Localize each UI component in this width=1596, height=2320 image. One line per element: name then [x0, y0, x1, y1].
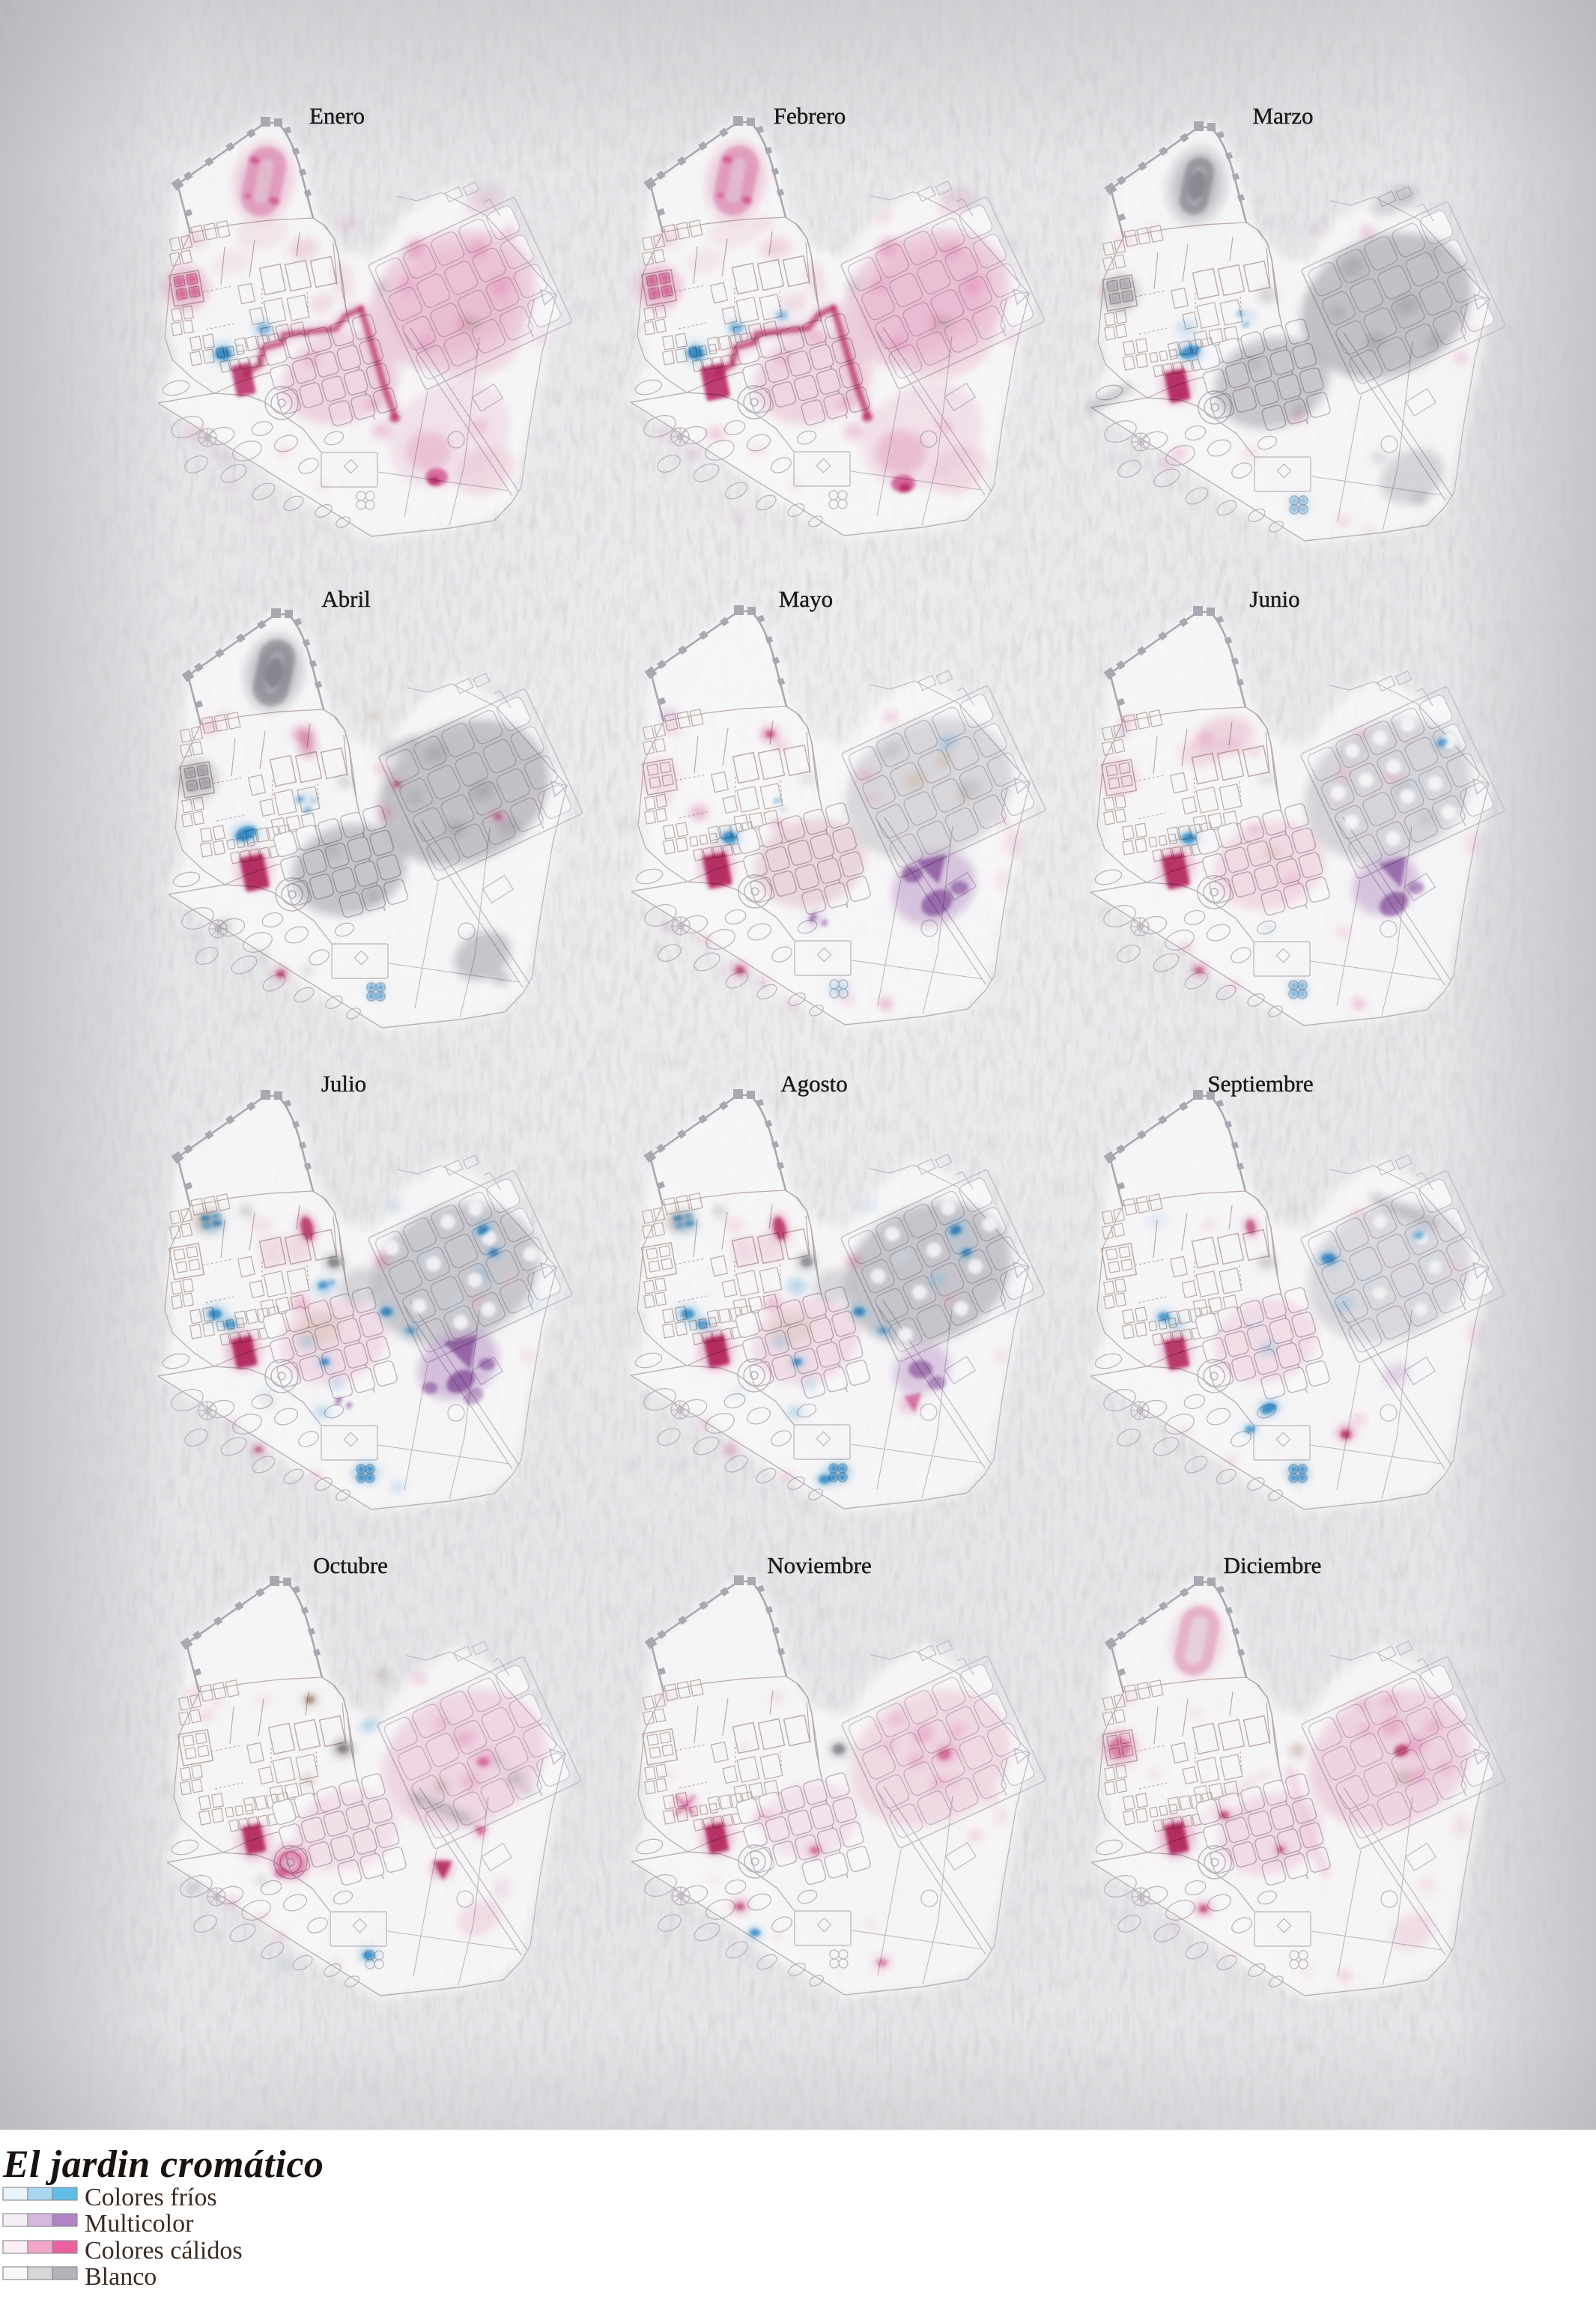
- svg-text:Agosto: Agosto: [780, 1070, 848, 1097]
- svg-text:Noviembre: Noviembre: [767, 1552, 871, 1578]
- svg-text:Colores fríos: Colores fríos: [85, 2184, 217, 2211]
- svg-text:Mayo: Mayo: [779, 586, 833, 612]
- svg-text:Multicolor: Multicolor: [85, 2210, 194, 2238]
- svg-text:El jardin cromático: El jardin cromático: [2, 2143, 324, 2186]
- svg-text:Abril: Abril: [321, 586, 370, 612]
- svg-text:Blanco: Blanco: [85, 2263, 157, 2291]
- svg-text:Septiembre: Septiembre: [1207, 1070, 1313, 1097]
- svg-text:Marzo: Marzo: [1253, 103, 1314, 129]
- svg-text:Junio: Junio: [1249, 586, 1299, 612]
- svg-text:Octubre: Octubre: [313, 1552, 388, 1578]
- svg-text:Colores cálidos: Colores cálidos: [85, 2237, 243, 2265]
- svg-text:Diciembre: Diciembre: [1224, 1552, 1322, 1578]
- svg-text:Julio: Julio: [321, 1070, 366, 1097]
- svg-text:Febrero: Febrero: [774, 103, 846, 129]
- svg-text:Enero: Enero: [309, 103, 365, 129]
